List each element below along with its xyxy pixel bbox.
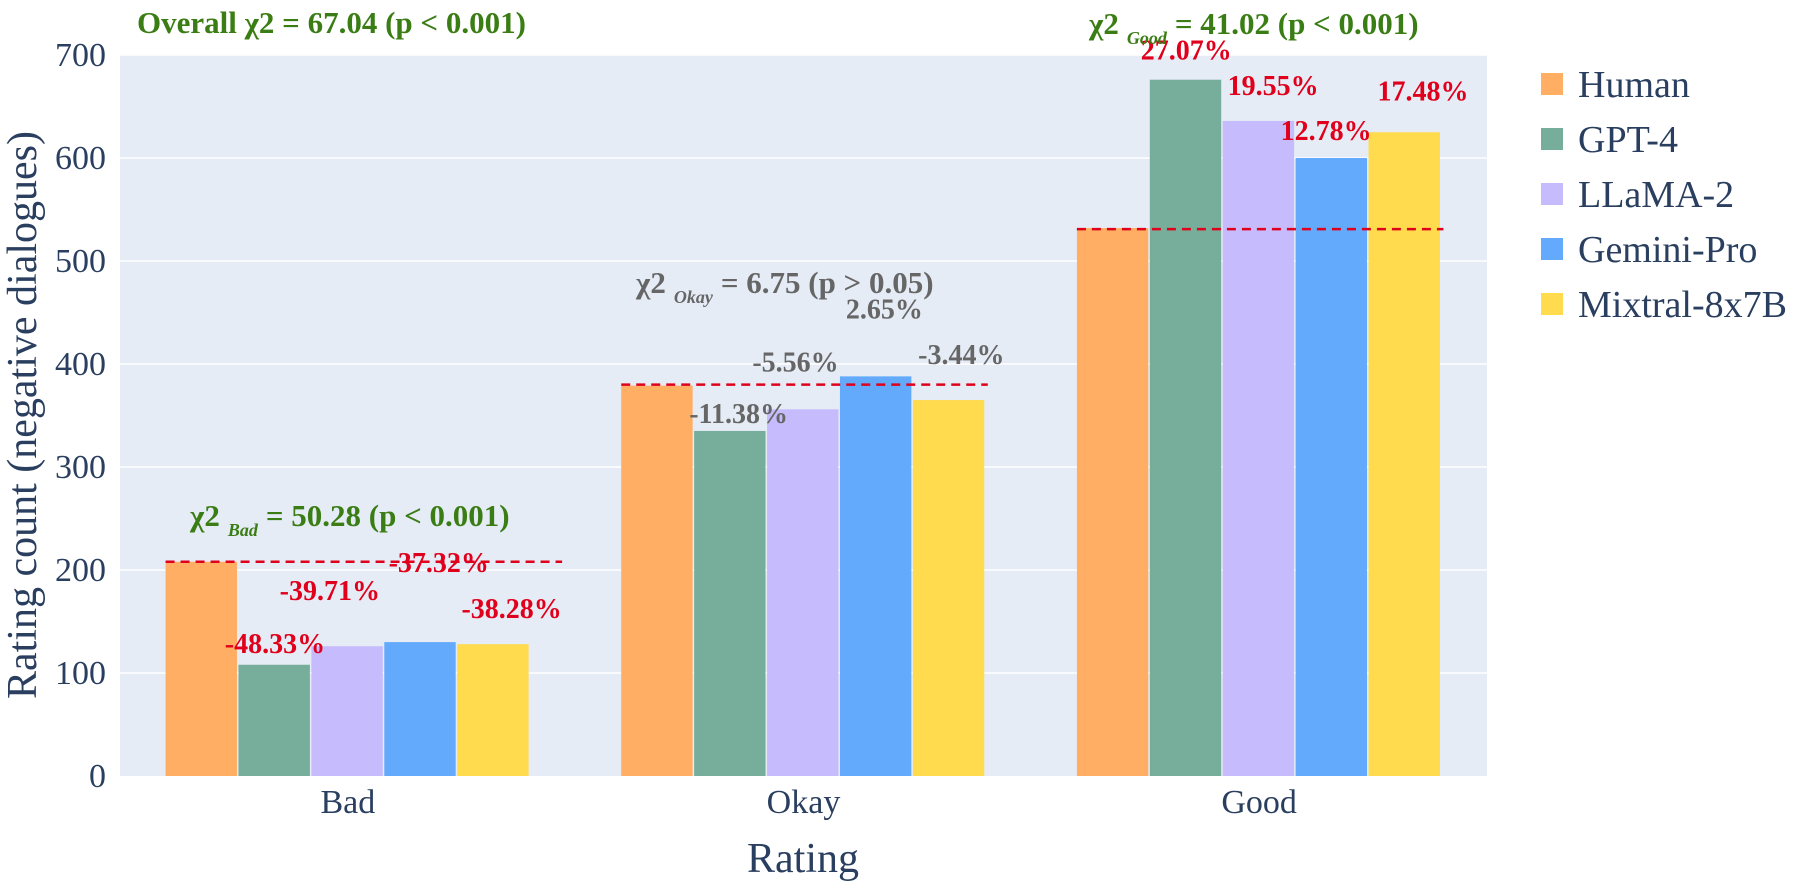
x-tick-label: Bad xyxy=(320,784,375,821)
y-tick-label: 700 xyxy=(55,37,106,74)
legend-swatch xyxy=(1541,238,1563,260)
y-tick-label: 200 xyxy=(55,552,106,589)
percent-label: 27.07% xyxy=(1141,36,1232,67)
x-tick-label: Good xyxy=(1221,784,1297,821)
chi-main: χ2 xyxy=(1088,6,1119,41)
legend-swatch xyxy=(1541,73,1563,95)
bar xyxy=(165,561,237,776)
y-axis-ticks: 0 100 200 300 400 500 600 700 xyxy=(55,37,106,795)
reference-lines xyxy=(165,227,1444,564)
percent-label: 2.65% xyxy=(846,294,923,325)
y-tick-label: 100 xyxy=(55,655,106,692)
bar xyxy=(1222,120,1295,777)
chi-subscript: Good xyxy=(1127,28,1168,48)
y-tick-label: 400 xyxy=(55,346,106,383)
y-tick-label: 500 xyxy=(55,243,106,280)
bar xyxy=(839,376,912,776)
chi-value: = 41.02 (p < 0.001) xyxy=(1175,6,1419,41)
chi-subscript: Okay xyxy=(674,287,714,307)
x-axis-ticks: Bad Okay Good xyxy=(320,784,1297,821)
bars xyxy=(165,79,1440,777)
legend-label: GPT-4 xyxy=(1578,119,1678,161)
bar xyxy=(1076,228,1149,777)
chi-main: χ2 xyxy=(189,498,220,533)
bar xyxy=(912,400,985,776)
legend-swatch xyxy=(1541,183,1563,205)
bar xyxy=(384,642,456,776)
percent-label: -38.28% xyxy=(461,594,561,625)
chi-square-annotation: χ2 Okay = 6.75 (p > 0.05) xyxy=(635,265,934,307)
legend-label: LLaMA-2 xyxy=(1578,174,1734,216)
chi-main: Overall χ2 = 67.04 (p < 0.001) xyxy=(137,5,526,40)
bar xyxy=(238,664,310,776)
chi-square-annotation: χ2 Bad = 50.28 (p < 0.001) xyxy=(189,498,510,540)
legend-swatch xyxy=(1541,128,1563,150)
chi-square-annotation: χ2 Good = 41.02 (p < 0.001) xyxy=(1088,6,1419,48)
legend-label: Mixtral-8x7B xyxy=(1578,284,1787,326)
bar xyxy=(311,646,383,776)
y-tick-label: 600 xyxy=(55,140,106,177)
percent-label: -3.44% xyxy=(918,340,1004,371)
legend-swatch xyxy=(1541,293,1563,315)
x-tick-label: Okay xyxy=(767,784,841,821)
bar xyxy=(621,385,693,776)
bar xyxy=(1295,158,1368,776)
legend-label: Human xyxy=(1578,64,1690,106)
y-axis-title: Rating count (negative dialogues) xyxy=(0,131,46,699)
chi-square-annotation: Overall χ2 = 67.04 (p < 0.001) xyxy=(137,5,526,40)
chi-subscript: Bad xyxy=(227,520,259,540)
percent-labels: -48.33% -39.71% -37.32% -38.28% -11.38% -5.56… xyxy=(225,36,1469,660)
legend-label: Gemini-Pro xyxy=(1578,229,1757,271)
percent-label: -48.33% xyxy=(225,629,325,660)
percent-label: -39.71% xyxy=(280,576,380,607)
chi-main: χ2 xyxy=(635,265,666,300)
percent-label: 17.48% xyxy=(1377,76,1468,107)
y-tick-label: 300 xyxy=(55,449,106,486)
bar xyxy=(767,409,839,776)
y-tick-label: 0 xyxy=(89,758,106,795)
percent-label: 19.55% xyxy=(1228,71,1319,102)
chi-square-annotations: Overall χ2 = 67.04 (p < 0.001) χ2 Bad = 50.… xyxy=(137,5,1419,540)
chi-value: = 6.75 (p > 0.05) xyxy=(721,265,934,300)
bar xyxy=(1149,79,1222,777)
percent-label: -11.38% xyxy=(689,399,788,430)
percent-label: 12.78% xyxy=(1281,116,1372,147)
legend: Human GPT-4 LLaMA-2 Gemini-Pro Mixtral-8x7B xyxy=(1541,64,1787,326)
bar xyxy=(694,430,766,776)
x-axis-title: Rating xyxy=(747,836,859,882)
chi-value: = 50.28 (p < 0.001) xyxy=(266,498,510,533)
bar xyxy=(457,644,529,776)
bar xyxy=(1368,132,1440,776)
percent-label: -5.56% xyxy=(752,347,838,378)
percent-label: -37.32% xyxy=(389,548,489,579)
